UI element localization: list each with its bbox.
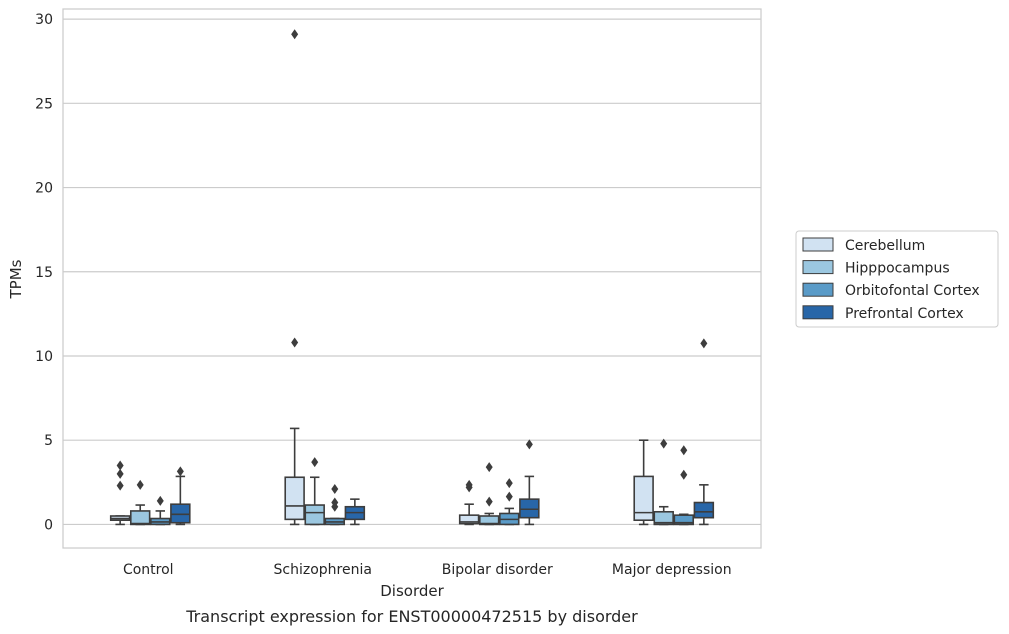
box-group <box>519 439 540 526</box>
y-tick-label: 10 <box>35 349 53 365</box>
legend-swatch <box>802 260 834 275</box>
outlier-point <box>465 479 473 490</box>
box-group <box>344 498 366 526</box>
y-tick-label: 5 <box>44 433 53 449</box>
box-group <box>150 495 171 526</box>
outlier-point <box>485 496 493 507</box>
box-iqr <box>653 510 674 526</box>
legend-items: Cerebellum Hipppocampus Orbitofontal Corte… <box>802 237 980 322</box>
outlier-point <box>505 478 513 489</box>
box-iqr <box>170 503 191 524</box>
outlier-point <box>505 491 513 502</box>
legend-label: Cerebellum <box>845 238 925 254</box>
legend-swatch <box>802 237 834 252</box>
x-tick-label: Major depression <box>612 562 732 578</box>
chart-caption: Transcript expression for ENST0000047251… <box>185 607 638 626</box>
boxes <box>109 29 715 526</box>
outlier-point <box>311 457 319 468</box>
plot-frame <box>62 8 762 549</box>
box-group <box>324 484 346 526</box>
outlier-point <box>680 469 688 480</box>
y-tick-labels: 0 5 10 15 20 25 30 <box>35 12 53 533</box>
outlier-point <box>331 497 339 508</box>
box-group <box>633 439 654 526</box>
box-iqr <box>693 501 715 519</box>
outlier-point <box>291 337 299 348</box>
legend-frame <box>795 230 999 328</box>
x-tick-labels: Control Schizophrenia Bipolar disorder Majo… <box>123 562 732 578</box>
legend-label: Orbitofontal Cortex <box>845 283 980 299</box>
outlier-point <box>331 484 339 495</box>
box-iqr <box>478 515 500 526</box>
y-tick-label: 25 <box>35 96 53 112</box>
outlier-point <box>525 439 533 450</box>
box-group <box>129 479 151 526</box>
x-tick-label: Bipolar disorder <box>442 562 553 578</box>
box-group <box>478 462 500 526</box>
box-group <box>673 445 695 526</box>
outlier-point <box>116 468 124 479</box>
box-iqr <box>673 514 695 526</box>
outlier-point <box>116 460 124 471</box>
outlier-point <box>660 438 668 449</box>
grid-lines <box>63 18 761 526</box>
legend-label: Prefrontal Cortex <box>845 306 964 322</box>
box-iqr <box>304 504 325 526</box>
outlier-point <box>156 495 164 506</box>
box-group <box>170 466 191 526</box>
y-tick-label: 30 <box>35 12 53 28</box>
y-tick-label: 20 <box>35 181 53 197</box>
box-group <box>653 438 674 526</box>
box-iqr <box>633 475 654 522</box>
box-group <box>499 478 520 526</box>
box-group <box>458 479 480 526</box>
y-tick-label: 0 <box>44 517 53 533</box>
x-tick-label: Control <box>123 562 174 578</box>
legend-swatch <box>802 305 834 320</box>
box-iqr <box>129 510 151 526</box>
legend-label: Hipppocampus <box>845 261 950 277</box>
box-group <box>109 460 131 526</box>
legend: Cerebellum Hipppocampus Orbitofontal Corte… <box>795 230 999 328</box>
x-tick-label: Schizophrenia <box>274 562 372 578</box>
outlier-point <box>176 466 184 477</box>
outlier-point <box>680 445 688 456</box>
outlier-point <box>291 29 299 40</box>
outlier-point <box>700 338 708 349</box>
outlier-point <box>485 462 493 473</box>
box-group <box>304 457 325 526</box>
y-axis-label: TPMs <box>7 259 25 299</box>
x-axis-label: Disorder <box>380 582 444 600</box>
y-tick-label: 15 <box>35 265 53 281</box>
box-group <box>284 29 305 526</box>
box-iqr <box>519 498 540 519</box>
outlier-point <box>116 480 124 491</box>
legend-swatch <box>802 282 834 297</box>
box-group <box>693 338 715 526</box>
box-iqr <box>458 514 480 525</box>
outlier-point <box>136 479 144 490</box>
box-iqr <box>284 476 305 521</box>
